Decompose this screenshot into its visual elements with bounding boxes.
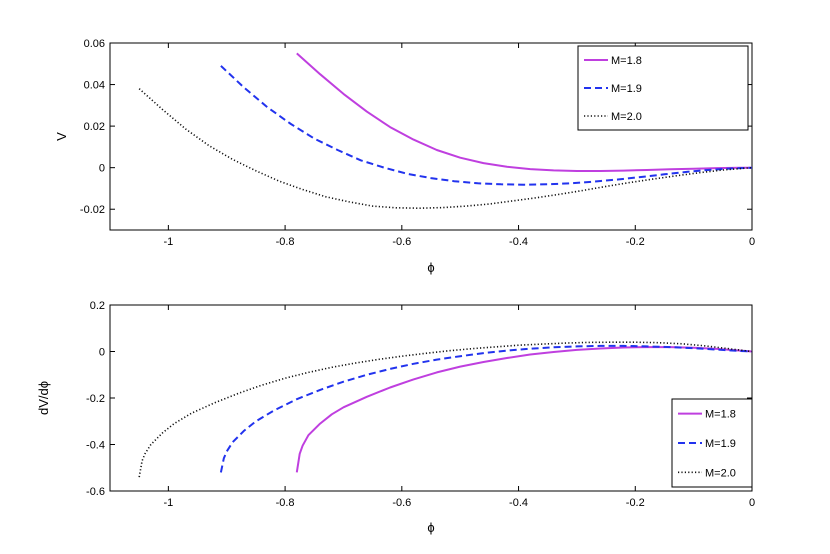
y-axis-label: V: [54, 132, 69, 141]
x-tick-label: -0.2: [626, 236, 645, 248]
y-tick-label: 0: [99, 347, 105, 359]
y-tick-label: -0.4: [86, 440, 105, 452]
y-tick-label: 0.06: [84, 38, 105, 50]
y-tick-label: 0.04: [84, 80, 105, 92]
x-tick-label: -0.4: [509, 497, 528, 509]
legend-label: M=2.0: [611, 111, 642, 123]
legend-label: M=1.8: [705, 409, 736, 421]
legend-label: M=1.9: [705, 438, 736, 450]
series-line-m-1-9: [220, 65, 753, 186]
x-tick-label: -0.8: [276, 236, 295, 248]
legend-box: [577, 45, 749, 131]
chart-2: -1 -0.8 -0.6 -0.4 -0.2 0 -0.6 -0.4 -0.2 0 0.2 ϕ dV/d…: [36, 300, 755, 535]
series-line-m-2-0: [138, 88, 753, 209]
x-tick-label: -0.6: [392, 497, 411, 509]
legend: M=1.8 M=1.9 M=2.0: [577, 45, 749, 131]
y-tick-label: 0: [99, 163, 105, 175]
y-tick-label: 0.2: [90, 300, 105, 312]
x-tick-label: -1: [163, 236, 173, 248]
chart-1: -1 -0.8 -0.6 -0.4 -0.2 0 -0.02 0 0.02 0.04 0.06 ϕ V M…: [54, 38, 755, 275]
legend-label: M=1.8: [611, 55, 642, 67]
x-tick-label: -0.6: [392, 236, 411, 248]
x-tick-label: -0.8: [276, 497, 295, 509]
x-tick-label: 0: [749, 236, 755, 248]
y-axis-label: dV/dϕ: [36, 381, 51, 415]
x-tick-label: -0.4: [509, 236, 528, 248]
x-axis-label: ϕ: [427, 260, 434, 275]
y-tick-label: -0.2: [86, 393, 105, 405]
legend-label: M=2.0: [705, 467, 736, 479]
x-axis-label: ϕ: [427, 520, 434, 535]
plot-area: [109, 304, 753, 492]
y-tick-label: -0.02: [80, 204, 105, 216]
x-tick-label: -0.2: [626, 497, 645, 509]
x-tick-label: -1: [163, 497, 173, 509]
y-tick-label: 0.02: [84, 121, 105, 133]
legend-label: M=1.9: [611, 83, 642, 95]
series-line-m-1-9: [219, 344, 753, 473]
x-tick-label: 0: [749, 497, 755, 509]
y-tick-label: -0.6: [86, 486, 105, 498]
legend: M=1.8 M=1.9 M=2.0: [671, 398, 753, 488]
series-line-m-1-8: [296, 52, 752, 172]
